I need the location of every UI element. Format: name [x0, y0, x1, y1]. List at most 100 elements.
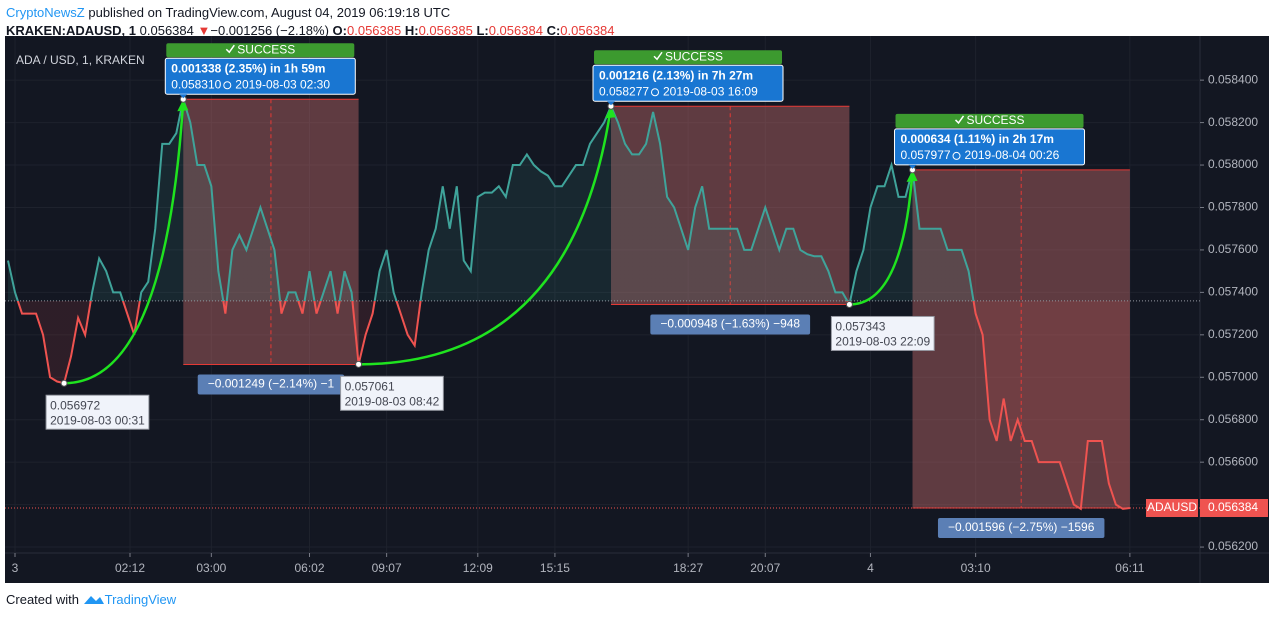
profit-text: 0.001216 (2.13%) in 7h 27m — [599, 68, 753, 82]
profit-time: 2019-08-04 00:26 — [965, 148, 1060, 162]
y-tick-label: 0.057200 — [1208, 327, 1258, 341]
arrow-head — [605, 106, 617, 119]
tag: SUCCESS — [967, 113, 1025, 127]
ohlc-key: O: — [332, 23, 347, 38]
tag: SUCCESS — [665, 49, 723, 63]
profit-time: 2019-08-03 16:09 — [663, 84, 758, 98]
result-text: −0.000948 (−1.63%) −948 — [660, 317, 800, 331]
tag-box — [166, 43, 355, 58]
result-text: −0.001249 (−2.14%) −1 — [208, 377, 335, 391]
x-tick-label: 06:11 — [1115, 561, 1144, 575]
result-label: −0.001249 (−2.14%) −1 — [197, 374, 345, 395]
x-tick-label: 02:12 — [115, 561, 145, 575]
profit-price: 0.058277 — [599, 84, 649, 98]
ohlc-key: C: — [546, 23, 561, 38]
profit-pointer — [607, 101, 616, 106]
ohlc-value: 0.056384 — [488, 23, 543, 38]
result-box — [197, 374, 345, 395]
symbol: KRAKEN:ADAUSD, 1 — [6, 23, 137, 38]
x-tick-label: 15:15 — [540, 561, 570, 575]
point-box — [340, 375, 444, 411]
header-line: KRAKEN:ADAUSD, 1 0.056384 ▼−0.001256 (−2… — [6, 22, 615, 40]
point-time: 2019-08-03 00:31 — [50, 413, 145, 427]
header: CryptoNewsZ published on TradingView.com… — [6, 4, 615, 40]
y-tick-label: 0.056200 — [1208, 539, 1258, 553]
result-text: −0.001596 (−2.75%) −1596 — [948, 520, 1095, 534]
tag-check — [225, 44, 235, 54]
ohlc-value: 0.056384 — [560, 23, 615, 38]
published: published on TradingView.com, August 04,… — [84, 5, 451, 20]
x-tick-label: 20:07 — [750, 561, 780, 575]
profit-box — [164, 57, 356, 95]
y-tick-label: 0.058400 — [1208, 72, 1258, 86]
profit-box — [592, 64, 784, 102]
profit-price: 0.058310 — [171, 77, 221, 91]
tag-box — [594, 50, 783, 65]
ohlc-value: 0.056385 — [347, 23, 402, 38]
price-tag-name-box — [1146, 499, 1198, 518]
x-tick-label: 3 — [12, 561, 19, 575]
ohlc-value: 0.056385 — [418, 23, 473, 38]
footer: Created with TradingView — [6, 592, 176, 607]
clock — [952, 151, 961, 160]
x-tick-label: 09:07 — [372, 561, 402, 575]
price-tag-box — [1200, 499, 1268, 518]
point-time: 2019-08-03 08:42 — [345, 394, 440, 408]
y-tick-label: 0.057600 — [1208, 242, 1258, 256]
x-tick-label: 12:09 — [463, 561, 493, 575]
arrow-head — [906, 169, 918, 182]
x-tick-label: 03:10 — [961, 561, 991, 575]
author[interactable]: CryptoNewsZ — [6, 5, 85, 20]
point-time: 2019-08-03 22:09 — [835, 335, 930, 349]
point-price: 0.057343 — [835, 320, 885, 334]
point-box — [830, 315, 935, 351]
point-price: 0.056972 — [50, 398, 100, 412]
arrow-head — [177, 99, 189, 112]
tag-box — [895, 113, 1084, 128]
profit-pointer — [179, 94, 188, 99]
y-tick-label: 0.058000 — [1208, 157, 1258, 171]
x-tick-label: 18:27 — [673, 561, 703, 575]
point — [355, 360, 363, 368]
y-tick-label: 0.058200 — [1208, 115, 1258, 129]
arrow — [358, 106, 613, 366]
point-box — [45, 394, 150, 430]
result-label: −0.001596 (−2.75%) −1596 — [937, 518, 1105, 539]
legend: ADA / USD, 1, KRAKEN — [16, 53, 145, 67]
last: 0.056384 — [139, 23, 194, 38]
clock — [651, 88, 660, 97]
clock — [223, 81, 232, 90]
profit-time: 2019-08-03 02:30 — [235, 77, 330, 91]
footer-text: Created with — [6, 592, 79, 607]
profit-pointer — [908, 164, 917, 169]
x-tick-label: 03:00 — [196, 561, 226, 575]
price-line — [7, 98, 1131, 511]
change: −0.001256 (−2.18%) — [210, 23, 329, 38]
profit-text: 0.000634 (1.11%) in 2h 17m — [901, 132, 1054, 146]
tag-check — [954, 115, 965, 125]
y-tick-label: 0.057000 — [1208, 369, 1258, 383]
point — [845, 300, 853, 308]
point-price: 0.057061 — [345, 379, 395, 393]
result-box — [650, 314, 811, 335]
tag-check — [653, 51, 663, 61]
brand[interactable]: TradingView — [104, 592, 177, 607]
header-line: CryptoNewsZ published on TradingView.com… — [6, 4, 615, 22]
y-tick-label: 0.057400 — [1208, 285, 1258, 299]
arrow — [849, 169, 914, 306]
price-tag-name: ADAUSD — [1147, 500, 1197, 514]
profit-text: 0.001338 (2.35%) in 1h 59m — [171, 61, 325, 75]
tag: SUCCESS — [237, 42, 295, 56]
logo — [83, 596, 104, 604]
y-tick-label: 0.057800 — [1208, 200, 1258, 214]
point — [60, 379, 68, 387]
profit-price: 0.057977 — [901, 148, 951, 162]
x-tick-label: 4 — [867, 561, 874, 575]
profit-box — [894, 128, 1086, 166]
x-tick-label: 06:02 — [294, 561, 324, 575]
